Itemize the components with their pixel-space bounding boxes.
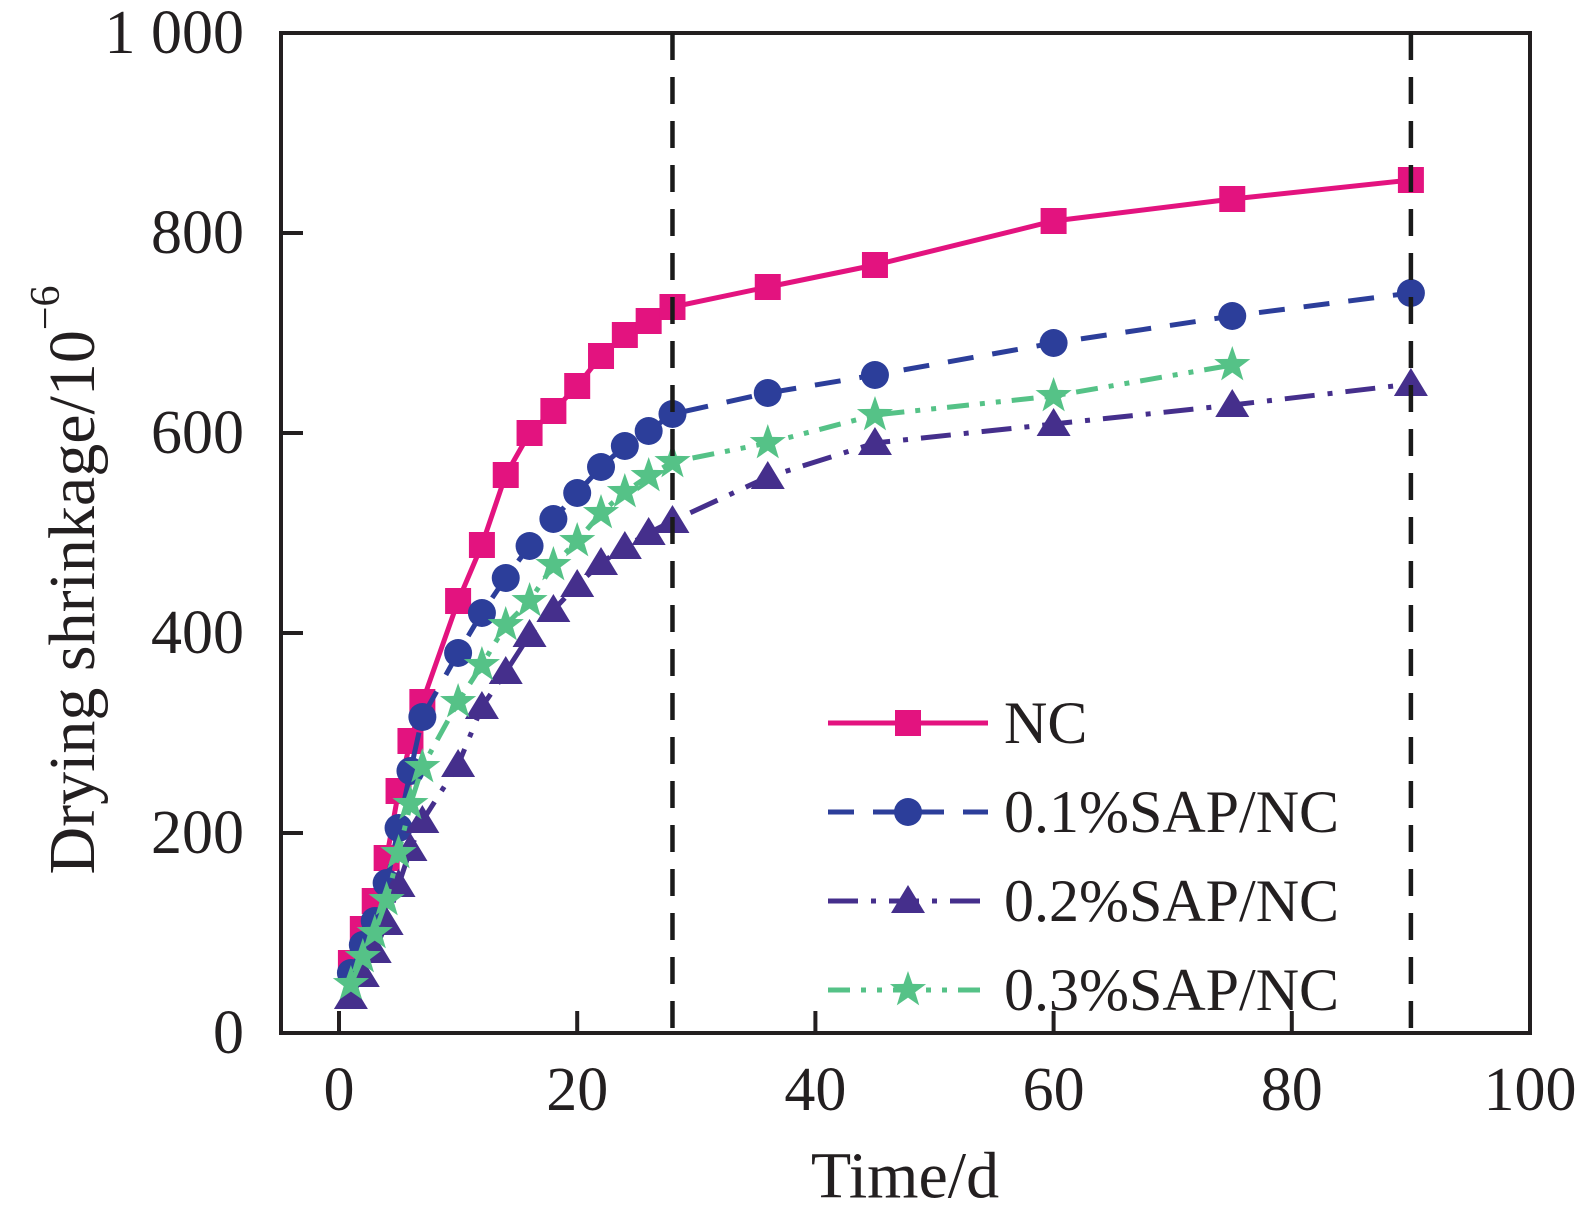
legend-label-0.2%SAP/NC: 0.2%SAP/NC: [1004, 868, 1339, 934]
data-point-NC-d20: [564, 373, 590, 399]
data-point-0.1%SAP/NC-d14: [492, 564, 520, 592]
data-point-NC-d16: [517, 420, 543, 446]
y-axis-title-superscript: −6: [23, 285, 69, 330]
data-point-NC-d75: [1219, 186, 1245, 212]
data-point-NC-d22: [588, 343, 614, 369]
legend: NC 0.1%SAP/NC 0.2%SAP/NC 0.3%SAP/NC: [828, 690, 1339, 1023]
y-tick-label-0: 0: [213, 999, 244, 1067]
data-point-NC-d26: [636, 308, 662, 334]
data-point-0.1%SAP/NC-d24: [611, 432, 639, 460]
x-axis-title: Time/d: [811, 1140, 999, 1209]
data-point-0.3%SAP/NC-d75: [1214, 346, 1250, 380]
data-point-0.3%SAP/NC-d36: [750, 424, 786, 458]
data-point-0.2%SAP/NC-d36: [751, 461, 785, 489]
data-point-0.1%SAP/NC-d45: [861, 361, 889, 389]
legend-item-0.2%SAP/NC: 0.2%SAP/NC: [828, 868, 1339, 934]
x-tick-label-0: 0: [324, 1056, 355, 1124]
x-tick-label-40: 40: [784, 1056, 846, 1124]
legend-item-NC: NC: [828, 690, 1087, 756]
data-point-NC-d12: [469, 532, 495, 558]
data-point-0.1%SAP/NC-d75: [1218, 302, 1246, 330]
y-axis-title-main: Drying shrinkage/10: [36, 330, 109, 874]
plot-frame: [281, 33, 1530, 1033]
legend-item-0.1%SAP/NC: 0.1%SAP/NC: [828, 779, 1339, 845]
data-point-NC-d24: [612, 322, 638, 348]
legend-label-NC: NC: [1004, 690, 1087, 756]
data-point-NC-d60: [1041, 208, 1067, 234]
data-point-0.1%SAP/NC-d22: [587, 453, 615, 481]
data-point-0.1%SAP/NC-d18: [539, 505, 567, 533]
data-point-NC-d36: [755, 274, 781, 300]
y-tick-label-800: 800: [151, 199, 244, 267]
data-point-0.1%SAP/NC-d20: [563, 479, 591, 507]
legend-marker-NC: [895, 710, 921, 736]
data-point-NC-d45: [862, 252, 888, 278]
data-point-NC-d10: [445, 588, 471, 614]
x-tick-label-60: 60: [1023, 1056, 1085, 1124]
data-point-0.1%SAP/NC-d36: [754, 379, 782, 407]
data-point-0.1%SAP/NC-d60: [1040, 329, 1068, 357]
x-tick-label-100: 100: [1484, 1056, 1575, 1124]
data-point-0.2%SAP/NC-d12: [465, 691, 499, 719]
data-point-0.1%SAP/NC-d7: [408, 703, 436, 731]
data-point-0.1%SAP/NC-d12: [468, 599, 496, 627]
x-tick-label-20: 20: [546, 1056, 608, 1124]
data-point-NC-d18: [540, 398, 566, 424]
y-tick-label-400: 400: [151, 599, 244, 667]
y-tick-label-200: 200: [151, 799, 244, 867]
data-point-0.3%SAP/NC-d45: [857, 396, 893, 430]
data-point-NC-d14: [493, 462, 519, 488]
legend-label-0.3%SAP/NC: 0.3%SAP/NC: [1004, 957, 1339, 1023]
legend-label-0.1%SAP/NC: 0.1%SAP/NC: [1004, 779, 1339, 845]
y-tick-label-1 000: 1 000: [105, 0, 245, 67]
legend-item-0.3%SAP/NC: 0.3%SAP/NC: [828, 957, 1339, 1023]
data-point-0.1%SAP/NC-d10: [444, 639, 472, 667]
y-tick-label-600: 600: [151, 399, 244, 467]
data-point-0.2%SAP/NC-d10: [441, 749, 475, 777]
data-point-0.3%SAP/NC-d60: [1036, 377, 1072, 411]
data-point-0.1%SAP/NC-d26: [635, 417, 663, 445]
y-axis-title: Drying shrinkage/10−6: [23, 285, 109, 874]
x-tick-label-80: 80: [1261, 1056, 1323, 1124]
data-point-0.1%SAP/NC-d16: [516, 532, 544, 560]
legend-marker-0.1%SAP/NC: [894, 798, 922, 826]
